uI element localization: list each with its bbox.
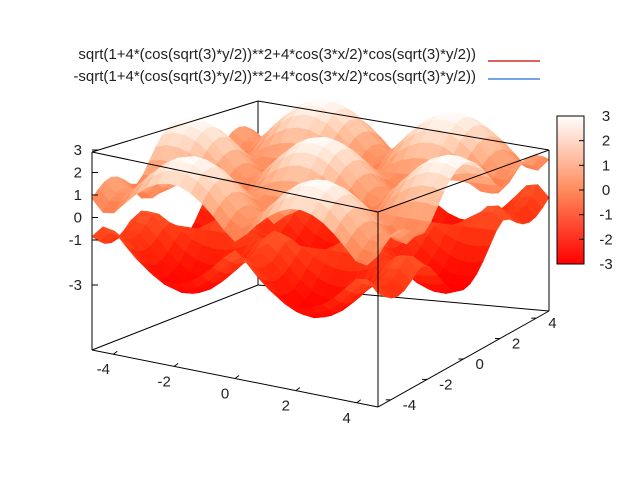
z-tick-label: -3 — [69, 277, 82, 294]
legend-label-2: -sqrt(1+4*(cos(sqrt(3)*y/2))**2+4*cos(3*… — [73, 68, 476, 85]
x-tick-label: 0 — [221, 386, 229, 403]
surface-facet — [366, 279, 385, 297]
surfaces — [91, 99, 550, 319]
x-tick-mark — [356, 399, 362, 404]
colorbar-ticks: 3 2 1 0 -1 -2 -3 — [579, 108, 613, 273]
colorbar-tick-label: -1 — [599, 207, 612, 224]
y-tick-label: -2 — [439, 376, 452, 393]
legend: sqrt(1+4*(cos(sqrt(3)*y/2))**2+4*cos(3*x… — [73, 46, 540, 85]
box-front-edges — [91, 100, 550, 408]
colorbar-tick-label: 1 — [602, 157, 610, 174]
x-tick-mark — [295, 387, 301, 392]
colorbar-tick-label: 3 — [602, 108, 610, 125]
y-tick-label: 2 — [512, 336, 520, 353]
y-tick-label: 0 — [476, 356, 484, 373]
z-tick-label: 1 — [74, 187, 82, 204]
x-tick-mark — [112, 350, 118, 355]
x-tick-mark — [173, 362, 179, 367]
colorbar-tick-label: 2 — [602, 133, 610, 150]
x-tick-label: 4 — [343, 410, 351, 427]
y-tick-label: 4 — [548, 315, 556, 332]
colorbar-tick-label: 0 — [602, 182, 610, 199]
z-tick-label: 2 — [74, 165, 82, 182]
z-tick-label: 3 — [74, 142, 82, 159]
y-tick-label: -4 — [403, 397, 416, 414]
surface-facet — [366, 244, 385, 266]
axis-ticks: -4 -2 0 2 4 -4 -2 0 2 4 -3 -1 0 1 2 3 — [69, 142, 557, 427]
x-tick-label: -2 — [157, 373, 170, 390]
z-tick-label: -1 — [69, 232, 82, 249]
x-tick-mark — [234, 375, 240, 379]
x-tick-label: -4 — [97, 361, 110, 378]
colorbar: 3 2 1 0 -1 -2 -3 — [556, 108, 613, 273]
colorbar-tick-label: -3 — [599, 256, 612, 273]
x-tick-label: 2 — [282, 398, 290, 415]
colorbar-tick-label: -2 — [599, 231, 612, 248]
z-tick-label: 0 — [74, 210, 82, 227]
legend-label-1: sqrt(1+4*(cos(sqrt(3)*y/2))**2+4*cos(3*x… — [78, 46, 476, 63]
